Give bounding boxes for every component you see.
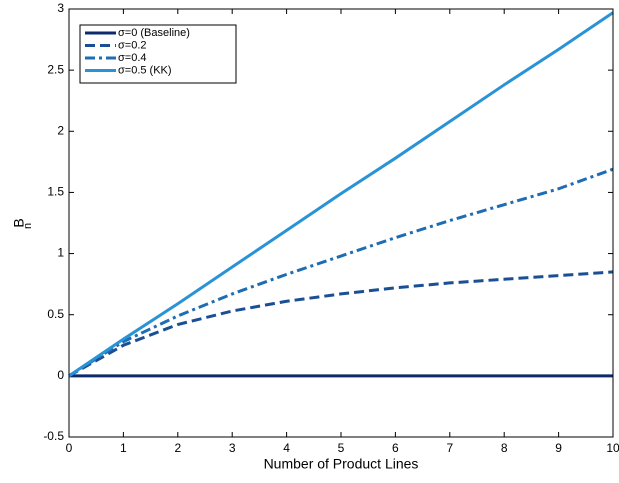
legend-label: σ=0.4 [118, 52, 147, 64]
y-axis-label-main: B [11, 218, 27, 227]
legend: σ=0 (Baseline)σ=0.2σ=0.4σ=0.5 (KK) [79, 24, 237, 84]
series-line [68, 167, 614, 378]
x-tick-label: 3 [229, 441, 236, 455]
y-tick-label: 2 [57, 123, 64, 137]
series-line [68, 11, 614, 378]
x-tick-label: 2 [174, 441, 181, 455]
x-tick-label: 1 [120, 441, 127, 455]
legend-label: σ=0 (Baseline) [118, 27, 190, 39]
y-tick-label: 3 [57, 1, 64, 15]
legend-box [79, 24, 237, 84]
x-tick-label: 8 [501, 441, 508, 455]
y-tick-label: -0.5 [43, 429, 64, 443]
x-axis-label: Number of Product Lines [264, 456, 419, 472]
y-tick-label: 0 [57, 368, 64, 382]
y-axis-label-sub: n [22, 223, 34, 229]
x-tick-label: 0 [66, 441, 73, 455]
y-tick-label: 1 [57, 246, 64, 260]
x-tick-label: 10 [606, 441, 619, 455]
series-line [68, 270, 614, 378]
y-tick-label: 0.5 [47, 307, 64, 321]
y-tick-label: 2.5 [47, 62, 64, 76]
legend-label: σ=0.5 (KK) [118, 64, 172, 76]
x-tick-label: 5 [338, 441, 345, 455]
y-tick-label: 1.5 [47, 185, 64, 199]
plot-frame [68, 8, 614, 438]
x-tick-label: 9 [555, 441, 562, 455]
x-tick-label: 6 [392, 441, 399, 455]
x-tick-label: 4 [283, 441, 290, 455]
legend-label: σ=0.2 [118, 39, 147, 51]
x-tick-label: 7 [446, 441, 453, 455]
y-axis-label: B n [11, 218, 34, 229]
